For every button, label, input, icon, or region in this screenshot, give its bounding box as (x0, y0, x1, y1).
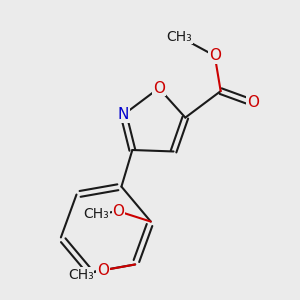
Text: O: O (153, 81, 165, 96)
Text: CH₃: CH₃ (68, 268, 94, 282)
Text: O: O (247, 95, 259, 110)
Text: O: O (97, 263, 109, 278)
Text: CH₃: CH₃ (167, 30, 192, 44)
Text: N: N (118, 107, 129, 122)
Text: O: O (112, 204, 124, 219)
Text: CH₃: CH₃ (83, 207, 109, 221)
Text: O: O (209, 48, 221, 63)
